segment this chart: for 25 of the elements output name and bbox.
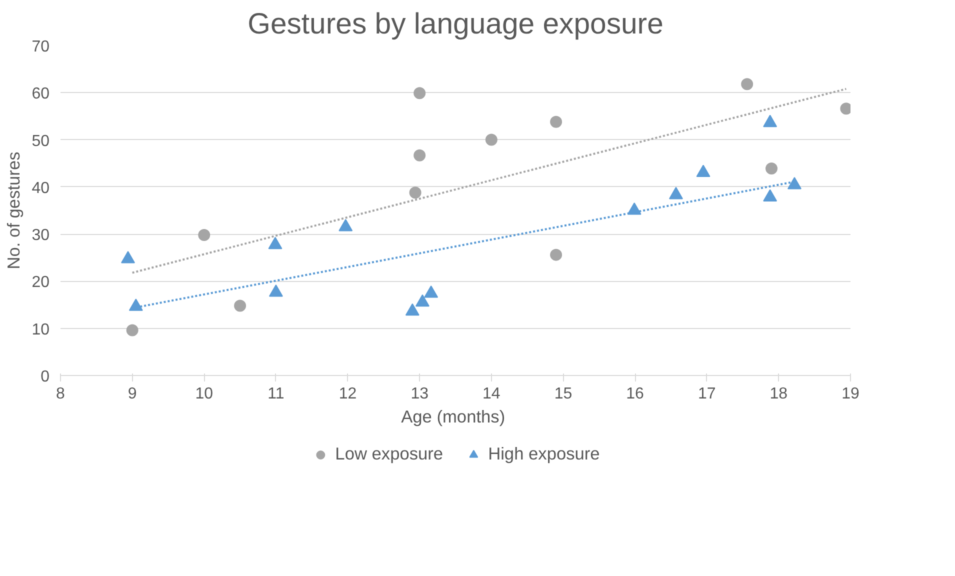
y-tick-label: 0 [40, 368, 50, 386]
x-tick-label: 18 [770, 386, 788, 402]
x-tick-label: 8 [56, 386, 66, 402]
x-tick-label: 12 [338, 386, 357, 402]
x-tick-label: 9 [128, 386, 137, 402]
x-tick-label: 16 [626, 386, 644, 402]
x-tick-label: 14 [482, 386, 500, 402]
y-tick-label: 40 [32, 180, 50, 197]
x-tick-label: 19 [842, 386, 860, 402]
y-tick-label: 30 [32, 227, 50, 244]
y-tick-label: 10 [32, 321, 50, 338]
x-tick-label: 15 [554, 386, 572, 402]
chart-title: Gestures by language exposure [248, 8, 664, 40]
x-tick-label: 10 [195, 386, 214, 402]
y-tick-label: 50 [32, 132, 50, 150]
x-tick-label: 17 [698, 386, 716, 402]
x-tick-label: 13 [410, 386, 429, 402]
y-tick-label: 70 [32, 38, 50, 56]
y-tick-label: 60 [32, 86, 50, 103]
x-axis-title: Age (months) [401, 406, 506, 426]
legend-label: High exposure [488, 444, 600, 464]
x-tick-label: 11 [268, 386, 284, 402]
y-axis-title: No. of gestures [4, 151, 24, 270]
y-tick-label: 20 [32, 274, 50, 292]
legend-label: Low exposure [335, 444, 444, 464]
